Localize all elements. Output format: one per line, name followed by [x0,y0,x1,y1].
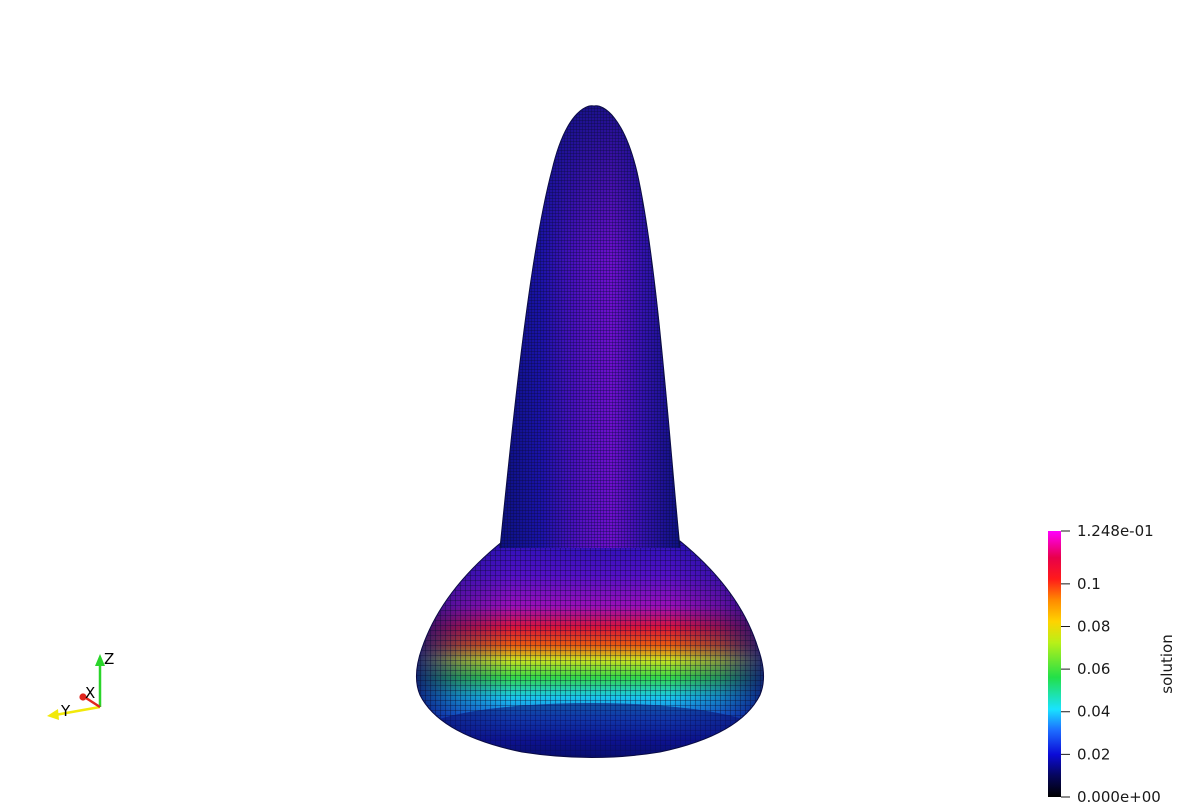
color-bar-tick-label: 0.04 [1077,703,1110,721]
color-bar-title: solution [1158,634,1176,693]
z-axis-arrow-icon [95,654,105,666]
x-axis-arrow-icon [79,693,87,701]
color-bar-tick-label: 0.06 [1077,660,1110,678]
color-bar-gradient [1048,531,1061,797]
color-bar-tick-label: 0.08 [1077,617,1110,635]
x-axis-label: X [85,684,95,702]
mesh-spike [499,105,681,549]
color-bar[interactable]: 0.10.080.060.040.02 1.248e-01 0.000e+00 … [1048,522,1176,806]
color-bar-ticks: 0.1 0.08 0.06 0.04 0.02 [1061,575,1110,763]
y-axis-label: Y [60,702,71,720]
orientation-axes-icon: Z X Y [47,650,114,720]
x-axis-line [85,696,101,709]
color-bar-tick-label: 0.1 [1077,575,1101,593]
mesh-surface-icon[interactable] [410,100,770,767]
z-axis-label: Z [104,650,114,668]
y-axis-line [54,705,101,717]
color-bar-min-label: 0.000e+00 [1077,788,1161,806]
y-axis-arrow-icon [47,709,59,720]
color-bar-max-label: 1.248e-01 [1077,522,1154,540]
color-bar-tick-label: 0.02 [1077,745,1110,763]
mesh-base [416,540,764,758]
